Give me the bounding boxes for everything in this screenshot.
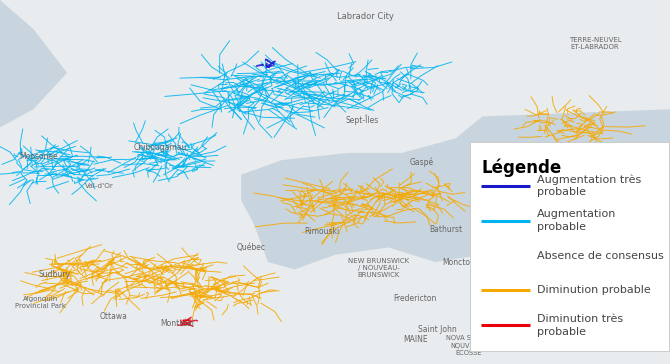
Text: Val-d'Or: Val-d'Or [84, 183, 114, 189]
Text: Augmentation très
probable: Augmentation très probable [537, 174, 641, 197]
FancyBboxPatch shape [470, 142, 669, 351]
Text: Algonquin
Provincial Park: Algonquin Provincial Park [15, 296, 66, 309]
Text: Sept-Îles: Sept-Îles [345, 115, 379, 125]
Text: Halifax: Halifax [570, 321, 596, 330]
Text: Montréal: Montréal [161, 320, 194, 328]
Text: Absence de consensus: Absence de consensus [537, 250, 663, 261]
Text: Saint John: Saint John [418, 325, 457, 333]
Text: Rimouski: Rimouski [304, 227, 339, 236]
Text: Fredericton: Fredericton [394, 294, 437, 303]
Text: Ottawa: Ottawa [100, 312, 128, 321]
Text: MAINE: MAINE [403, 335, 427, 344]
Text: Chibougamau: Chibougamau [134, 143, 188, 152]
Text: Diminution très
probable: Diminution très probable [537, 314, 623, 337]
Text: Sudbury: Sudbury [39, 270, 71, 279]
Polygon shape [0, 0, 67, 127]
Text: TERRE-NEUVEL
ET-LABRADOR: TERRE-NEUVEL ET-LABRADOR [569, 37, 621, 50]
Polygon shape [241, 109, 670, 269]
Text: NEW BRUNSWICK
/ NOUVEAU-
BRUNSWICK: NEW BRUNSWICK / NOUVEAU- BRUNSWICK [348, 258, 409, 277]
Text: Moncton: Moncton [442, 258, 476, 266]
Text: Labrador City: Labrador City [337, 12, 393, 21]
Text: Québec: Québec [237, 243, 266, 252]
Polygon shape [590, 164, 670, 237]
Text: NORTHERN
PENINSULA: NORTHERN PENINSULA [611, 159, 649, 172]
Text: Bathurst: Bathurst [429, 225, 462, 234]
Text: Augmentation
probable: Augmentation probable [537, 209, 616, 232]
Text: Diminution probable: Diminution probable [537, 285, 651, 296]
Text: Moosonee: Moosonee [19, 152, 58, 161]
Text: NOVA SCOTIA
NOUVELLE-
ÉCOSSE: NOVA SCOTIA NOUVELLE- ÉCOSSE [446, 336, 492, 356]
Text: Gaspé: Gaspé [410, 157, 434, 167]
Text: Légende: Légende [481, 158, 561, 177]
Text: Corner Broo...: Corner Broo... [612, 194, 661, 199]
Text: Halifax: Halifax [469, 323, 496, 332]
